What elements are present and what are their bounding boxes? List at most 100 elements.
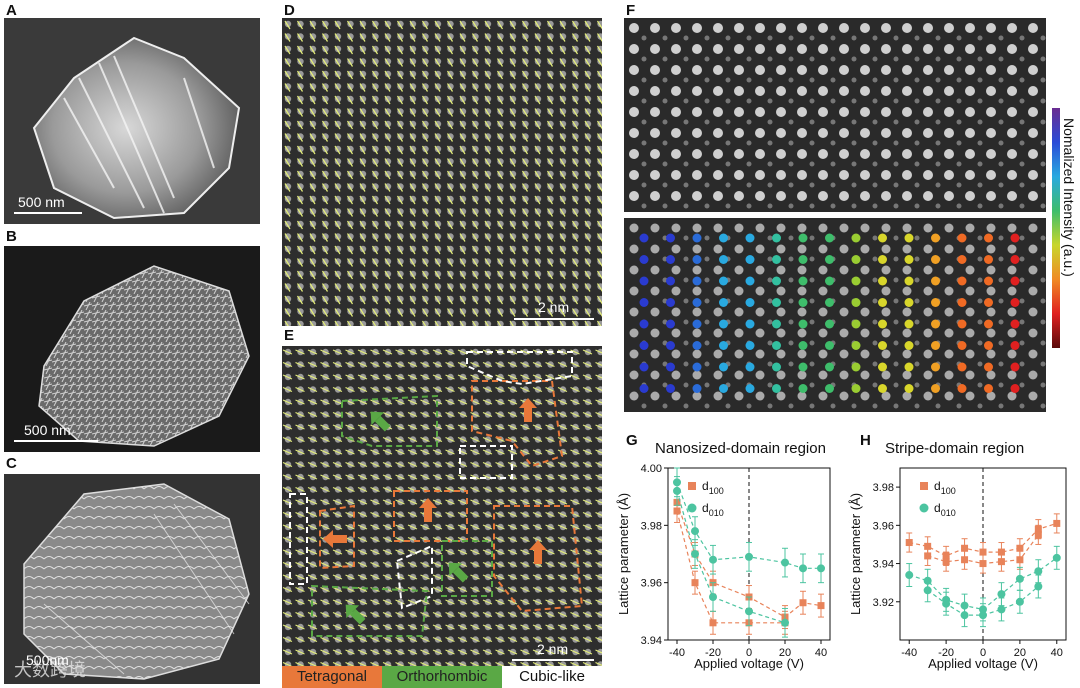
- chart-title-g: Nanosized-domain region: [655, 440, 826, 457]
- chart-h-d010-point: [942, 599, 951, 608]
- chart-h-d010-point: [997, 605, 1006, 614]
- chart-g-legend-d100-marker: [688, 482, 696, 490]
- chart-g-d010-point: [799, 564, 807, 573]
- chart-g-ytick-label: 3.98: [641, 520, 662, 532]
- scale-text-a: 500 nm: [18, 194, 65, 210]
- chart-h-legend-d100-label: d100: [934, 479, 956, 496]
- scale-text-d: 2 nm: [538, 299, 570, 315]
- chart-h-d100-point: [905, 539, 913, 547]
- scale-bar-a: [14, 212, 82, 214]
- stem-image-f-top: [624, 18, 1046, 212]
- arrow-tetragonal-1: [519, 398, 537, 422]
- chart-g-d010-point: [781, 618, 789, 627]
- scale-text-c: 500nm: [26, 652, 69, 668]
- legend-orthorhombic: Orthorhombic: [382, 666, 502, 688]
- chart-h-d100-point: [961, 544, 969, 552]
- chart-h-d100-point: [942, 558, 950, 566]
- chart-h-d010-point: [905, 571, 914, 580]
- chart-g-d010-point: [691, 527, 699, 536]
- chart-g-d100-point: [691, 579, 699, 587]
- cubic-domain-4: [395, 544, 433, 610]
- chart-h-d010-point: [997, 590, 1006, 599]
- chart-h-legend-d100-marker: [920, 482, 928, 490]
- scale-text-b: 500 nm: [24, 422, 71, 438]
- arrow-tetragonal-4: [323, 530, 347, 548]
- panel-label-h: H: [860, 432, 871, 449]
- chart-g-d010-point: [745, 607, 753, 616]
- tetragonal-domain-3: [493, 505, 584, 613]
- scale-text-e: 2 nm: [537, 641, 569, 657]
- chart-g-xtick-label: 40: [815, 647, 827, 659]
- chart-g-d010-point: [709, 555, 717, 564]
- orthorhombic-domain-3: [311, 584, 429, 637]
- polarization-map-d: [284, 20, 602, 326]
- chart-g-xtick-label: 20: [779, 647, 791, 659]
- scale-bar-b: [14, 440, 98, 442]
- chart-h-xtick-label: 0: [980, 647, 986, 659]
- chart-h-ylabel: Lattice parameter (Å): [848, 493, 863, 615]
- panel-label-b: B: [6, 228, 17, 245]
- cubic-domain-1: [466, 351, 573, 386]
- chart-h-d100-point: [924, 552, 932, 560]
- chart-g-d100-point: [817, 602, 825, 610]
- chart-h-ytick-label: 3.96: [873, 520, 894, 532]
- chart-g-d100-point: [799, 599, 807, 607]
- lattice-f-bottom: [629, 223, 1046, 409]
- legend-tetragonal: Tetragonal: [282, 666, 382, 688]
- colorbar: [1052, 108, 1060, 348]
- lattice-e: [282, 348, 602, 666]
- chart-h-d010-point: [923, 586, 932, 595]
- chart-h-ytick-label: 3.98: [873, 482, 894, 494]
- chart-g-legend-d100-label: d100: [702, 479, 724, 496]
- chart-h-d100-point: [979, 560, 987, 568]
- arrow-orthorhombic-3: [345, 604, 366, 625]
- chart-h-ytick-label: 3.94: [873, 559, 894, 571]
- chart-h-legend-d010-label: d010: [934, 501, 956, 518]
- chart-g-d010-point: [691, 550, 699, 558]
- panel-label-f: F: [626, 2, 636, 19]
- crystal-shape-a: [32, 36, 241, 220]
- crystal-shape-b: [38, 265, 250, 447]
- panel-label-d: D: [284, 2, 295, 19]
- crystal-shape-c: [23, 483, 250, 680]
- atom-intensity-map-f: [629, 223, 1046, 409]
- orthorhombic-domain-2: [441, 540, 493, 597]
- chart-h-xtick-label: -40: [901, 647, 917, 659]
- chart-g-xtick-label: 0: [746, 647, 752, 659]
- chart-h-d100-point: [1016, 544, 1024, 552]
- panel-label-c: C: [6, 455, 17, 472]
- chart-h-legend-d010-marker: [919, 503, 929, 513]
- chart-g-ytick-label: 4.00: [641, 463, 662, 475]
- chart-title-h: Stripe-domain region: [885, 440, 1025, 457]
- scale-bar-e: [512, 659, 594, 661]
- chart-g-ytick-label: 3.96: [641, 578, 662, 590]
- chart-h-ytick-label: 3.92: [873, 597, 894, 609]
- stem-image-f-bottom: [624, 218, 1046, 412]
- chart-h-d100-point: [997, 558, 1005, 566]
- cubic-domain-3: [289, 493, 308, 585]
- scale-bar-d: [514, 318, 594, 320]
- arrow-orthorhombic-1: [370, 411, 391, 432]
- tem-image-a: 500 nm: [4, 18, 260, 224]
- chart-h: -40 -20 0 20 40 3.92 3.94 3.96 3.98 Applied volta…: [848, 467, 1067, 671]
- atom-lattice-f-top: [629, 23, 1046, 209]
- chart-g-ylabel: Lattice parameter (Å): [616, 493, 631, 615]
- chart-h-d010-point: [1015, 597, 1024, 606]
- colorbar-label: Nomalized Intensity (a.u.): [1061, 118, 1077, 277]
- lattice-d: [284, 20, 602, 326]
- tem-image-b: 500 nm: [4, 246, 260, 452]
- chart-g-xlabel: Applied voltage (V): [694, 656, 804, 671]
- chart-g-d010-point: [745, 552, 753, 561]
- stem-image-d: 2 nm: [282, 18, 602, 326]
- chart-h-d100-point: [1053, 519, 1061, 527]
- chart-h-d010-point: [1034, 567, 1043, 576]
- chart-h-xtick-label: 20: [1014, 647, 1026, 659]
- cubic-domain-2: [459, 445, 513, 479]
- arrow-orthorhombic-2: [448, 562, 469, 583]
- chart-h-d010-point: [1015, 574, 1024, 583]
- chart-g-d010-point: [781, 558, 789, 567]
- chart-h-d010-point: [979, 611, 987, 620]
- chart-g-d100-line: [676, 510, 785, 624]
- lattice-f-top: [629, 23, 1046, 209]
- chart-g-xtick-label: -40: [669, 647, 685, 659]
